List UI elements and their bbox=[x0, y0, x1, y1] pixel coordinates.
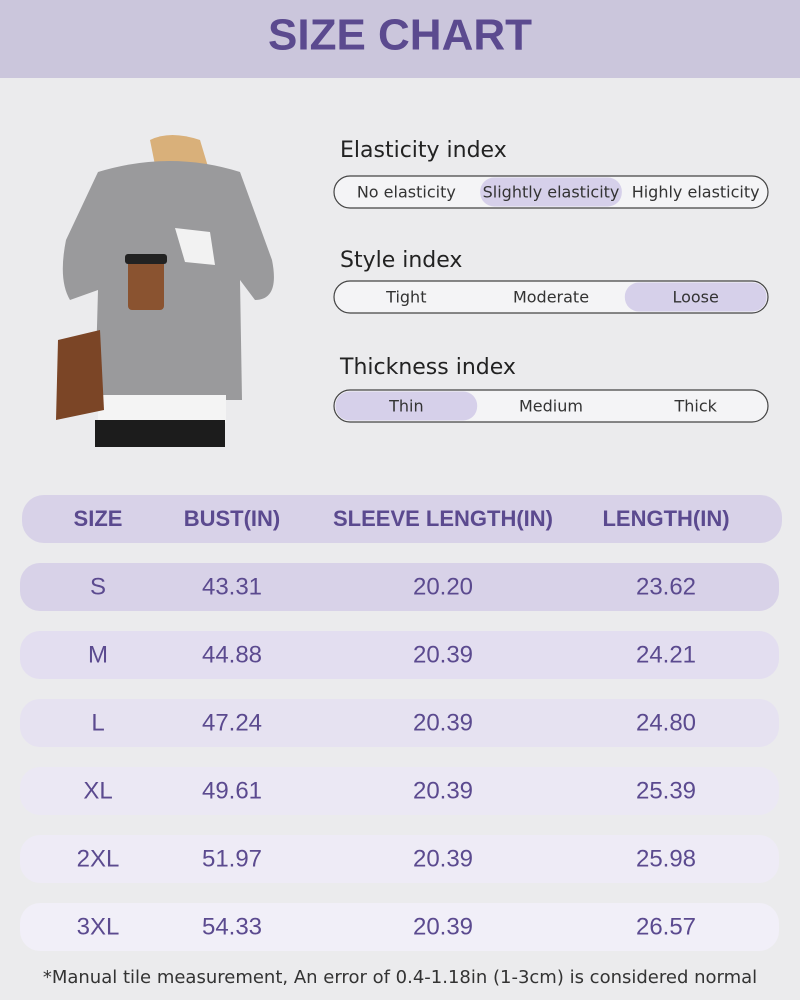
selected-highlight bbox=[335, 391, 478, 421]
shirt-hem bbox=[98, 395, 226, 423]
table-cell: 20.39 bbox=[413, 845, 473, 872]
table-cell: 25.39 bbox=[636, 777, 696, 804]
index-option: Highly elasticity bbox=[632, 183, 760, 202]
table-cell: 20.39 bbox=[413, 641, 473, 668]
index-option: Medium bbox=[519, 397, 583, 416]
column-header: SIZE bbox=[74, 506, 123, 531]
selected-highlight bbox=[480, 177, 622, 207]
header-band bbox=[0, 0, 800, 78]
table-cell: 25.98 bbox=[636, 845, 696, 872]
table-row bbox=[20, 563, 779, 611]
index-option: Moderate bbox=[513, 288, 589, 307]
table-cell: 3XL bbox=[77, 913, 120, 940]
sweater bbox=[62, 161, 274, 400]
table-cell: 20.39 bbox=[413, 913, 473, 940]
table-row bbox=[20, 835, 779, 883]
table-cell: 20.39 bbox=[413, 777, 473, 804]
column-header: BUST(IN) bbox=[184, 506, 281, 531]
bag bbox=[56, 330, 104, 420]
table-cell: S bbox=[90, 573, 106, 600]
index-option: Loose bbox=[672, 288, 718, 307]
cuff bbox=[175, 228, 215, 265]
cup-lid bbox=[125, 254, 167, 264]
table-row bbox=[20, 903, 779, 951]
pants bbox=[95, 420, 225, 447]
size-table: SIZE BUST(IN) SLEEVE LENGTH(IN) LENGTH(IN) S… bbox=[20, 495, 782, 951]
table-row bbox=[20, 699, 779, 747]
table-header-row bbox=[22, 495, 782, 543]
table-row bbox=[20, 631, 779, 679]
table-cell: 24.80 bbox=[636, 709, 696, 736]
table-row bbox=[20, 767, 779, 815]
table-cell: XL bbox=[83, 777, 112, 804]
table-cell: 49.61 bbox=[202, 777, 262, 804]
table-cell: M bbox=[88, 641, 108, 668]
column-header: LENGTH(IN) bbox=[602, 506, 729, 531]
index-option: Slightly elasticity bbox=[483, 183, 620, 202]
indices: Elasticity index No elasticity Slightly el… bbox=[333, 138, 769, 423]
selected-highlight bbox=[624, 282, 767, 312]
table-cell: 44.88 bbox=[202, 641, 262, 668]
index-title: Thickness index bbox=[339, 355, 516, 380]
table-cell: 43.31 bbox=[202, 573, 262, 600]
table-cell: 51.97 bbox=[202, 845, 262, 872]
table-cell: 23.62 bbox=[636, 573, 696, 600]
table-cell: 20.20 bbox=[413, 573, 473, 600]
table-cell: 26.57 bbox=[636, 913, 696, 940]
table-cell: 54.33 bbox=[202, 913, 262, 940]
coffee-cup bbox=[128, 258, 164, 310]
index-option: Thin bbox=[388, 397, 424, 416]
table-cell: L bbox=[91, 709, 104, 736]
index-title: Elasticity index bbox=[340, 138, 507, 163]
table-cell: 2XL bbox=[77, 845, 120, 872]
index-option: Tight bbox=[385, 288, 426, 307]
footnote: *Manual tile measurement, An error of 0.… bbox=[43, 967, 757, 988]
product-image bbox=[55, 135, 280, 447]
table-cell: 47.24 bbox=[202, 709, 262, 736]
header-title: SIZE CHART bbox=[268, 11, 532, 60]
index-option: No elasticity bbox=[357, 183, 456, 202]
table-cell: 24.21 bbox=[636, 641, 696, 668]
index-option: Thick bbox=[673, 397, 717, 416]
table-cell: 20.39 bbox=[413, 709, 473, 736]
index-title: Style index bbox=[340, 248, 462, 273]
column-header: SLEEVE LENGTH(IN) bbox=[333, 506, 553, 531]
